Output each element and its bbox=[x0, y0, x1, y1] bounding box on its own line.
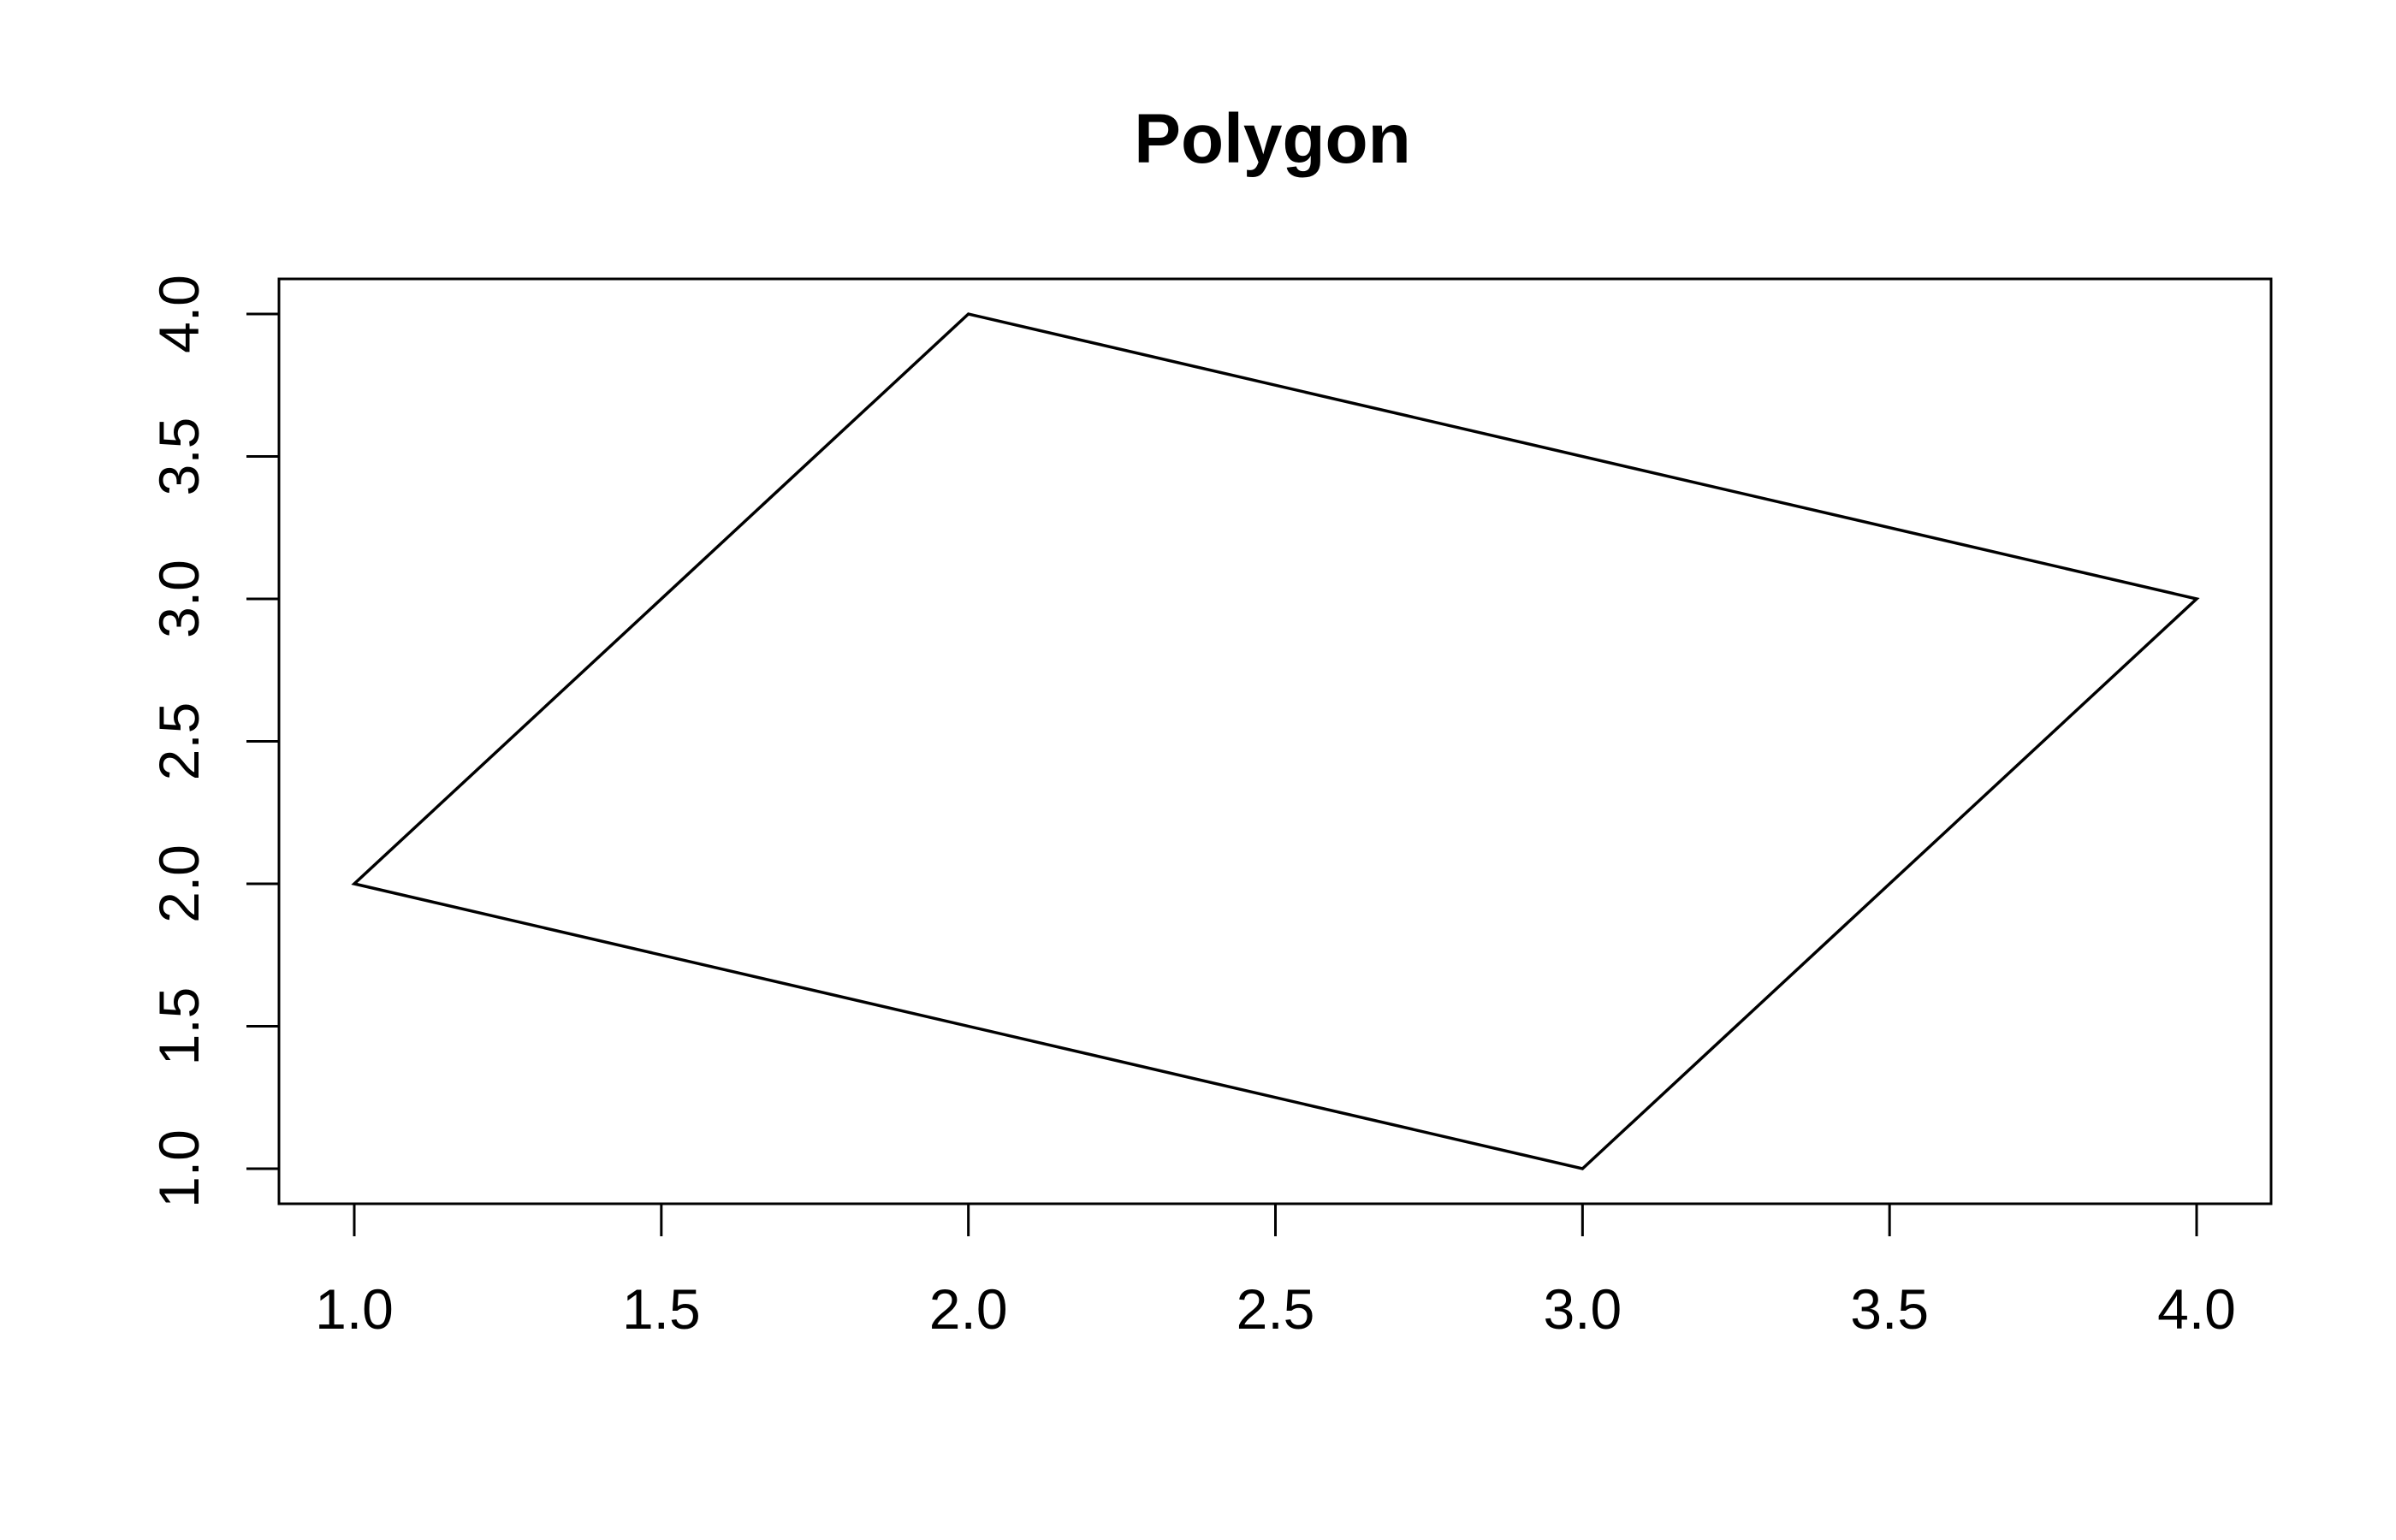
y-tick-label: 2.0 bbox=[147, 844, 211, 923]
x-tick-label: 1.5 bbox=[622, 1277, 701, 1341]
x-axis: 1.0 1.5 2.0 2.5 3.0 3.5 4.0 bbox=[315, 1202, 2236, 1341]
plot-frame bbox=[277, 277, 2273, 1205]
polygon-series bbox=[351, 312, 2200, 1170]
y-tick-label: 1.5 bbox=[147, 987, 211, 1066]
chart-title: Polygon bbox=[1134, 100, 1410, 178]
y-tick-label: 4.0 bbox=[147, 275, 211, 353]
x-tick-label: 4.0 bbox=[2157, 1277, 2236, 1341]
y-tick-label: 3.5 bbox=[147, 418, 211, 496]
x-tick-label: 2.0 bbox=[929, 1277, 1008, 1341]
series-layer bbox=[351, 312, 2200, 1170]
y-tick-label: 2.5 bbox=[147, 702, 211, 781]
x-tick-label: 3.0 bbox=[1543, 1277, 1622, 1341]
x-tick-label: 3.5 bbox=[1850, 1277, 1929, 1341]
y-axis: 1.0 1.5 2.0 2.5 3.0 3.5 4.0 bbox=[147, 275, 281, 1208]
y-tick-label: 3.0 bbox=[147, 560, 211, 638]
y-tick-label: 1.0 bbox=[147, 1129, 211, 1208]
x-tick-label: 2.5 bbox=[1237, 1277, 1315, 1341]
x-tick-label: 1.0 bbox=[315, 1277, 394, 1341]
